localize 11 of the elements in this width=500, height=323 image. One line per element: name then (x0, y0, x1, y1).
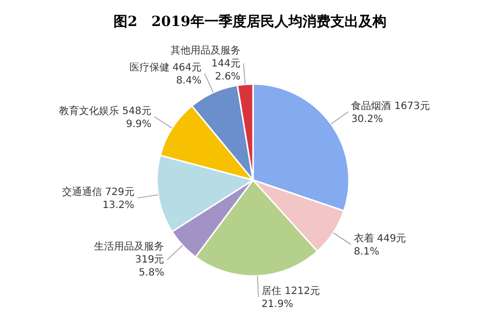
slice-label: 医疗保健 464元 8.4% (129, 61, 202, 86)
slice-label: 生活用品及服务 (94, 240, 164, 253)
slice-label: 交通通信 729元 13.2% (62, 186, 134, 211)
chart-title: 图2 2019年一季度居民人均消费支出及构 (114, 13, 386, 30)
slice-label: 教育文化娱乐 548元 9.9% (59, 104, 152, 130)
slice-label: 其他用品及服务 (170, 44, 240, 56)
slice-label: 衣着 449元 8.1% (354, 232, 406, 258)
data-label: 144元 2.6% (211, 58, 240, 82)
slice-label: 食品烟酒 1673元 30.2% (351, 100, 430, 125)
data-label: 319元 5.8% (135, 254, 164, 279)
slice-label: 居住 1212元 21.9% (261, 286, 320, 310)
